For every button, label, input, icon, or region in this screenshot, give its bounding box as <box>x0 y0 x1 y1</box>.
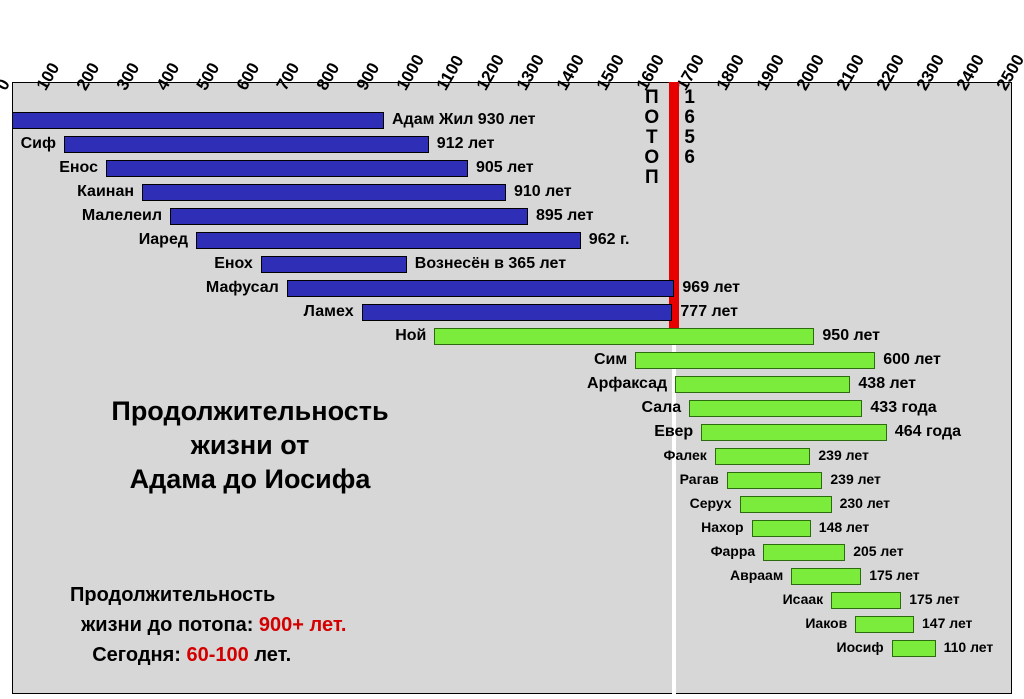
bar-right-label: 962 г. <box>589 231 630 249</box>
bar-left-label: Малелеил <box>0 207 162 225</box>
bar-ной <box>434 328 814 345</box>
bar-малелеил <box>170 208 528 225</box>
bar-left-label: Ной <box>0 327 426 345</box>
bar-right-label: 239 лет <box>818 447 868 463</box>
bar-арфаксад <box>675 376 850 393</box>
bar-сим <box>635 352 875 369</box>
bar-иаред <box>196 232 581 249</box>
bar-авраам <box>791 568 861 585</box>
bar-right-label: Адам Жил 930 лет <box>392 111 535 129</box>
bar-right-label: 464 года <box>895 423 961 441</box>
bar-left-label: Сиф <box>0 135 56 153</box>
bar-right-label: 175 лет <box>909 591 959 607</box>
bar-right-label: 777 лет <box>680 303 738 321</box>
title-line3: Адама до Иосифа <box>60 463 440 497</box>
bar-right-label: 895 лет <box>536 207 594 225</box>
bar-серух <box>740 496 832 513</box>
bar-left-label: Арфаксад <box>0 375 667 393</box>
bar-фарра <box>763 544 845 561</box>
bar-left-label: Енох <box>0 255 253 273</box>
flood-label: ПОТОП <box>644 88 659 188</box>
bar-адам <box>12 112 384 129</box>
bar-right-label: 230 лет <box>840 495 890 511</box>
bar-left-label: Серух <box>0 495 732 511</box>
bar-left-label: Каинан <box>0 183 134 201</box>
bar-right-label: 905 лет <box>476 159 534 177</box>
bar-right-label: 110 лет <box>944 639 994 655</box>
bar-сиф <box>64 136 429 153</box>
bar-right-label: 433 года <box>870 399 936 417</box>
bar-right-label: 148 лет <box>819 519 869 535</box>
bar-каинан <box>142 184 506 201</box>
bar-мафусал <box>287 280 675 297</box>
bar-left-label: Нахор <box>0 519 744 535</box>
bar-нахор <box>752 520 811 537</box>
bar-right-label: 950 лет <box>822 327 880 345</box>
bar-right-label: 912 лет <box>437 135 495 153</box>
title-line2: жизни от <box>60 429 440 463</box>
bar-ламех <box>362 304 673 321</box>
footer-line3: Сегодня: 60-100 лет. <box>70 640 490 670</box>
bar-рагав <box>727 472 823 489</box>
title-line1: Продолжительность <box>60 395 440 429</box>
bar-right-label: 239 лет <box>830 471 880 487</box>
bar-right-label: 147 лет <box>922 615 972 631</box>
footer-text: Продолжительность жизни до потопа: 900+ … <box>70 580 490 670</box>
bar-енох <box>261 256 407 273</box>
bar-right-label: 438 лет <box>858 375 916 393</box>
bar-left-label: Фарра <box>0 543 755 559</box>
bar-right-label: 205 лет <box>853 543 903 559</box>
bar-left-label: Енос <box>0 159 98 177</box>
flood-year: 1656 <box>684 88 695 168</box>
bar-right-label: 600 лет <box>883 351 941 369</box>
bar-исаак <box>831 592 901 609</box>
bar-right-label: 175 лет <box>869 567 919 583</box>
bar-left-label: Сим <box>0 351 627 369</box>
bar-left-label: Иаред <box>0 231 188 249</box>
bar-left-label: Мафусал <box>0 279 279 297</box>
footer-line2: жизни до потопа: 900+ лет. <box>70 610 490 640</box>
chart-title: Продолжительность жизни от Адама до Иоси… <box>60 395 440 496</box>
bar-иосиф <box>892 640 936 657</box>
bar-left-label: Ламех <box>0 303 354 321</box>
bar-сала <box>689 400 862 417</box>
bar-right-label: Вознесён в 365 лет <box>415 255 566 273</box>
bar-евер <box>701 424 887 441</box>
footer-line1: Продолжительность <box>70 580 490 610</box>
bar-фалек <box>715 448 811 465</box>
bar-right-label: 910 лет <box>514 183 572 201</box>
bar-иаков <box>855 616 914 633</box>
bar-right-label: 969 лет <box>682 279 740 297</box>
chart-stage: 0100200300400500600700800900100011001200… <box>0 0 1024 699</box>
bar-енос <box>106 160 468 177</box>
